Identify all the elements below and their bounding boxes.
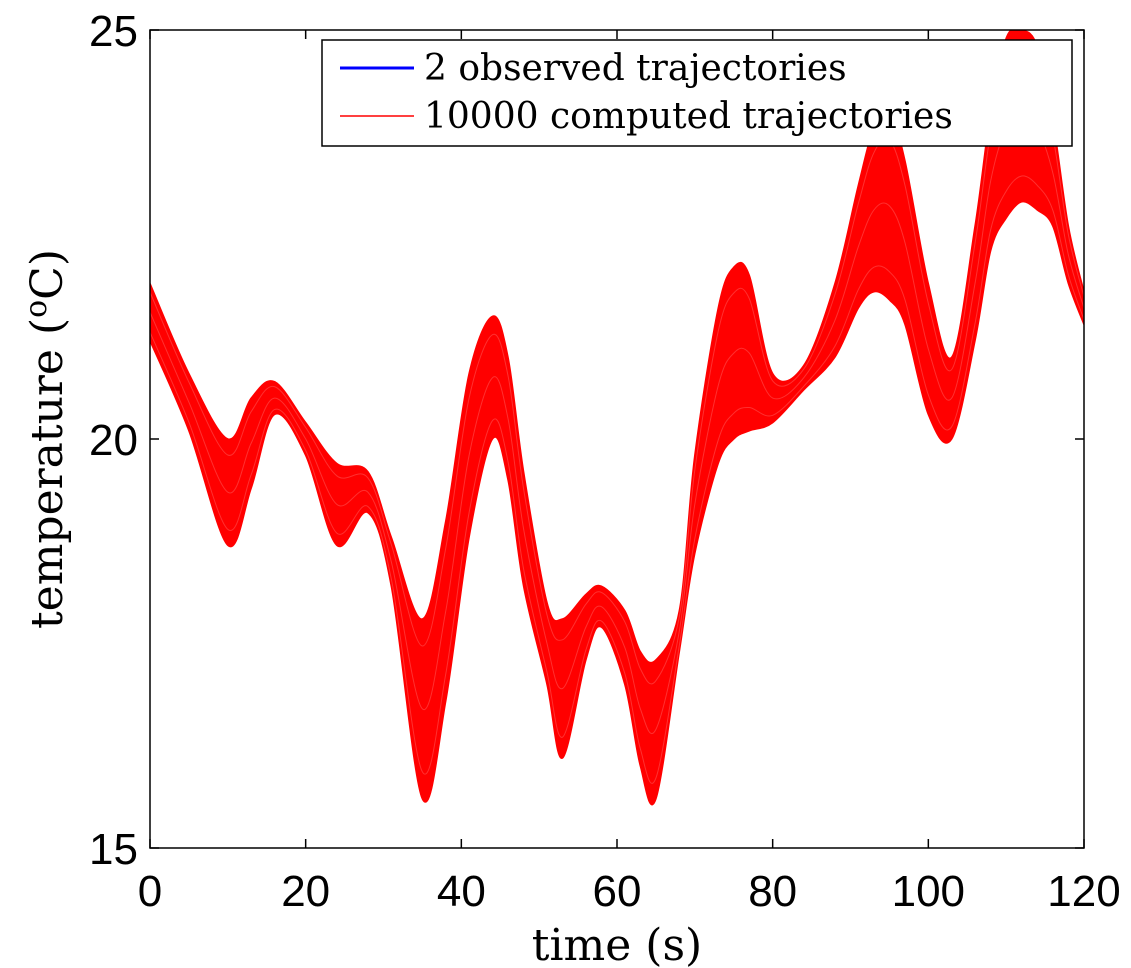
legend-label-computed: 10000 computed trajectories — [424, 96, 953, 137]
legend: 2 observed trajectories 10000 computed t… — [321, 39, 1073, 147]
y-tick-label: 25 — [89, 7, 138, 56]
axis-ticks — [149, 29, 1085, 849]
computed-trajectory-line — [150, 115, 1084, 735]
computed-trajectory-line — [150, 175, 1084, 784]
tick-labels: 0 20 40 60 80 100 120 15 20 25 — [89, 7, 1121, 916]
x-tick-label: 0 — [138, 867, 162, 916]
legend-box — [321, 39, 1073, 147]
computed-trajectory-line — [150, 54, 1084, 685]
y-axis-label-sup: o — [19, 300, 54, 318]
x-tick-label: 60 — [593, 867, 642, 916]
y-tick-label: 20 — [89, 416, 138, 465]
y-tick-label: 15 — [89, 825, 138, 874]
x-tick-label: 20 — [281, 867, 330, 916]
legend-label-observed: 2 observed trajectories — [424, 48, 847, 89]
y-axis-label-unit: C) — [22, 249, 73, 300]
x-axis-label: time (s) — [532, 920, 702, 968]
x-tick-label: 40 — [437, 867, 486, 916]
x-tick-label: 120 — [1047, 867, 1120, 916]
y-axis-label: temperature (oC) — [19, 249, 73, 629]
y-axis-label-text: temperature ( — [22, 318, 73, 629]
x-tick-label: 100 — [892, 867, 965, 916]
x-tick-label: 80 — [748, 867, 797, 916]
